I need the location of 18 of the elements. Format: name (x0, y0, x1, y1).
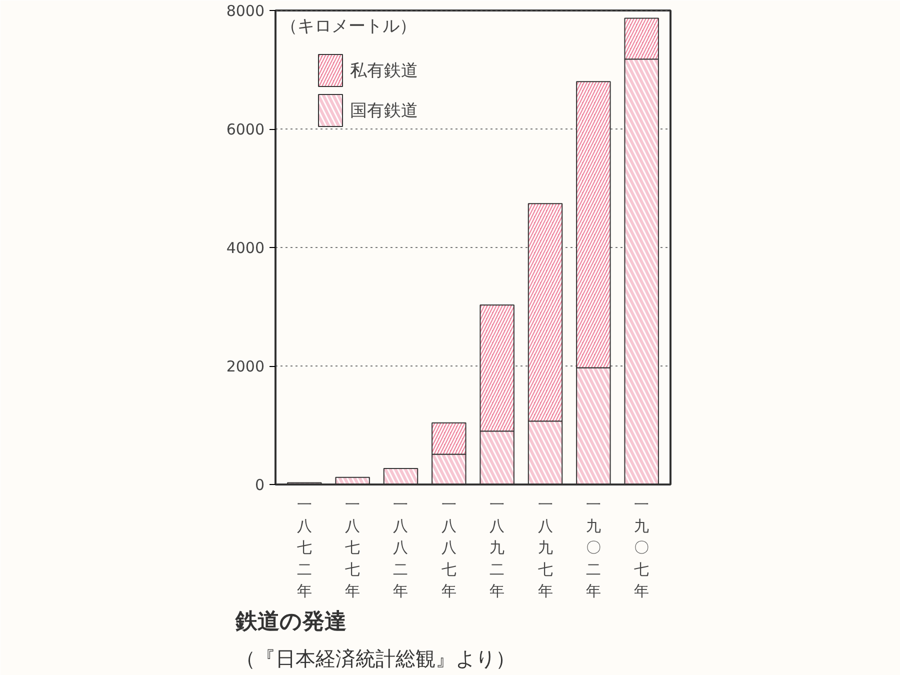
text: （『日本経済統計総観』より） (236, 646, 516, 670)
x-tick-label: 一九〇七年 (634, 496, 650, 600)
y-tick-label: 6000 (226, 120, 265, 138)
y-axis-title: （キロメートル） (280, 16, 416, 36)
legend-label: 私有鉄道 (350, 60, 418, 82)
x-tick-label: 一八七七年 (345, 496, 360, 600)
x-tick-label: 一九〇二年 (586, 496, 601, 600)
y-tick-label: 4000 (226, 239, 265, 257)
y-tick-label: 8000 (226, 2, 265, 20)
x-tick-label: 一八八七年 (441, 496, 456, 600)
legend-label: 国有鉄道 (350, 100, 418, 122)
y-tick-label: 0 (254, 476, 265, 494)
x-tick-label: 一八七二年 (296, 496, 312, 600)
x-tick-label: 一八九二年 (490, 496, 505, 600)
text: 鉄道の発達 (234, 610, 346, 634)
x-tick-label: 一八八二年 (393, 496, 408, 600)
x-tick-label: 一八九七年 (538, 496, 553, 600)
y-tick-label: 2000 (226, 358, 265, 376)
